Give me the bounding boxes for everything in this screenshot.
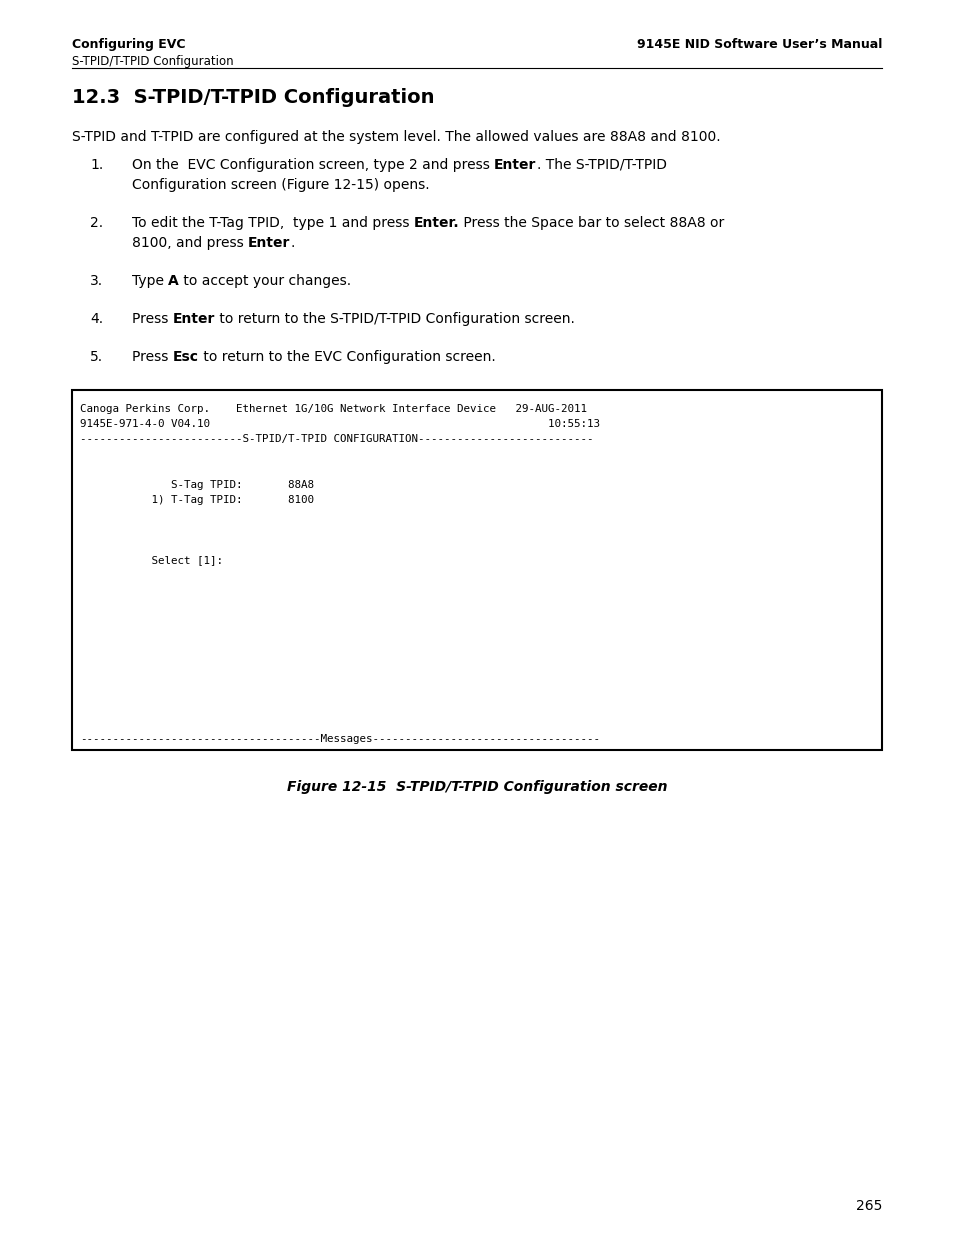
Text: Configuration screen (Figure 12-15) opens.: Configuration screen (Figure 12-15) open… <box>132 178 429 191</box>
Text: Type: Type <box>132 274 168 288</box>
Text: Select [1]:: Select [1]: <box>80 555 223 564</box>
Text: to accept your changes.: to accept your changes. <box>179 274 351 288</box>
Text: A: A <box>168 274 179 288</box>
FancyBboxPatch shape <box>71 390 882 750</box>
Text: S-Tag TPID:       88A8: S-Tag TPID: 88A8 <box>80 480 314 490</box>
Text: Figure 12-15  S-TPID/T-TPID Configuration screen: Figure 12-15 S-TPID/T-TPID Configuration… <box>287 781 666 794</box>
Text: Canoga Perkins Corp.    Ethernet 1G/10G Network Interface Device   29-AUG-2011: Canoga Perkins Corp. Ethernet 1G/10G Net… <box>80 404 586 414</box>
Text: 8100, and press: 8100, and press <box>132 236 248 249</box>
Text: -------------------------------------Messages-----------------------------------: -------------------------------------Mes… <box>80 734 599 743</box>
Text: 1) T-Tag TPID:       8100: 1) T-Tag TPID: 8100 <box>80 495 314 505</box>
Text: S-TPID and T-TPID are configured at the system level. The allowed values are 88A: S-TPID and T-TPID are configured at the … <box>71 130 720 144</box>
Text: Press: Press <box>132 312 172 326</box>
Text: to return to the S-TPID/T-TPID Configuration screen.: to return to the S-TPID/T-TPID Configura… <box>214 312 575 326</box>
Text: On the  EVC Configuration screen, type 2 and press: On the EVC Configuration screen, type 2 … <box>132 158 494 172</box>
Text: 2.: 2. <box>90 216 103 230</box>
Text: Enter: Enter <box>494 158 536 172</box>
Text: 265: 265 <box>855 1199 882 1213</box>
Text: 1.: 1. <box>90 158 103 172</box>
Text: Press the Space bar to select 88A8 or: Press the Space bar to select 88A8 or <box>459 216 724 230</box>
Text: 9145E-971-4-0 V04.10                                                    10:55:13: 9145E-971-4-0 V04.10 10:55:13 <box>80 419 599 429</box>
Text: S-TPID/T-TPID Configuration: S-TPID/T-TPID Configuration <box>71 56 233 68</box>
Text: .: . <box>291 236 294 249</box>
Text: 9145E NID Software User’s Manual: 9145E NID Software User’s Manual <box>636 38 882 51</box>
Text: -------------------------S-TPID/T-TPID CONFIGURATION---------------------------: -------------------------S-TPID/T-TPID C… <box>80 433 593 445</box>
Text: 5.: 5. <box>90 350 103 364</box>
Text: to return to the EVC Configuration screen.: to return to the EVC Configuration scree… <box>198 350 495 364</box>
Text: Press: Press <box>132 350 172 364</box>
Text: Esc: Esc <box>172 350 198 364</box>
Text: Enter: Enter <box>172 312 214 326</box>
Text: Enter: Enter <box>248 236 291 249</box>
Text: To edit the T-Tag TPID,  type 1 and press: To edit the T-Tag TPID, type 1 and press <box>132 216 414 230</box>
Text: Configuring EVC: Configuring EVC <box>71 38 185 51</box>
Text: 4.: 4. <box>90 312 103 326</box>
Text: . The S-TPID/T-TPID: . The S-TPID/T-TPID <box>536 158 666 172</box>
Text: 3.: 3. <box>90 274 103 288</box>
Text: 12.3  S-TPID/T-TPID Configuration: 12.3 S-TPID/T-TPID Configuration <box>71 88 434 107</box>
Text: Enter.: Enter. <box>414 216 459 230</box>
